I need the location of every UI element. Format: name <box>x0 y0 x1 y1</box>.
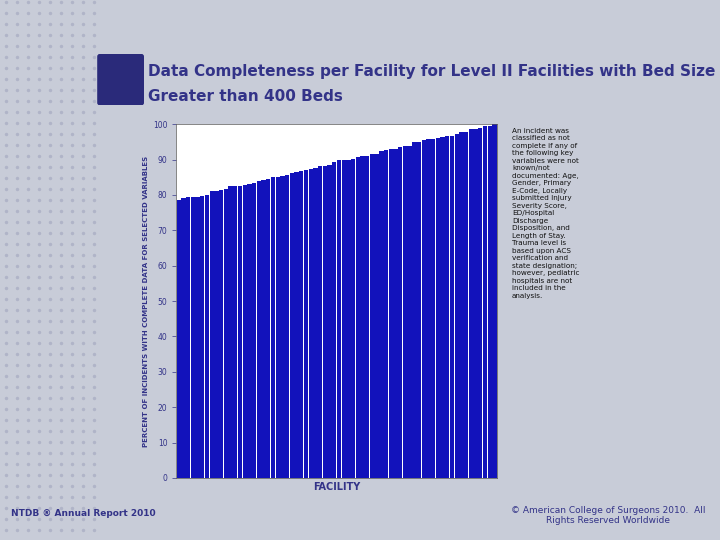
Bar <box>276 177 280 478</box>
Bar <box>422 140 426 478</box>
Bar <box>266 179 271 478</box>
Bar <box>431 139 436 478</box>
X-axis label: FACILITY: FACILITY <box>313 482 360 492</box>
Bar <box>398 147 402 478</box>
Bar <box>233 186 238 478</box>
Bar <box>252 183 256 478</box>
Bar <box>450 136 454 478</box>
Bar <box>487 126 492 478</box>
Bar <box>261 180 266 478</box>
Bar <box>243 185 247 478</box>
Bar <box>454 134 459 478</box>
Bar <box>337 160 341 478</box>
Bar <box>408 145 412 478</box>
Bar <box>271 178 275 478</box>
Bar <box>238 186 242 478</box>
Bar <box>379 151 384 478</box>
Text: NTDB ® Annual Report 2010: NTDB ® Annual Report 2010 <box>11 509 156 518</box>
Bar <box>332 161 336 478</box>
Text: An incident was
classified as not
complete if any of
the following key
variables: An incident was classified as not comple… <box>512 128 580 299</box>
Bar <box>228 186 233 478</box>
Bar <box>492 124 497 478</box>
Bar <box>393 148 397 478</box>
Bar <box>426 139 431 478</box>
Bar <box>459 132 464 478</box>
Bar <box>469 129 473 478</box>
Bar <box>294 172 299 478</box>
Bar <box>436 138 440 478</box>
Bar <box>318 166 323 478</box>
Bar <box>351 159 355 478</box>
Bar <box>464 132 468 478</box>
Bar <box>328 165 332 478</box>
Bar <box>299 171 303 478</box>
Bar <box>304 170 308 478</box>
Bar <box>323 166 327 478</box>
Bar <box>247 184 251 478</box>
Bar <box>374 154 379 478</box>
Bar <box>370 154 374 478</box>
Bar <box>483 126 487 478</box>
FancyBboxPatch shape <box>97 54 144 105</box>
Bar <box>219 190 223 478</box>
Text: Figure: Figure <box>107 72 135 82</box>
Bar <box>417 141 421 478</box>
Bar <box>191 197 195 478</box>
Bar <box>313 168 318 478</box>
Bar <box>478 128 482 478</box>
Bar <box>181 198 186 478</box>
Bar <box>289 173 294 478</box>
Bar <box>285 174 289 478</box>
Bar <box>308 168 313 478</box>
Bar <box>257 181 261 478</box>
Bar <box>365 156 369 478</box>
Text: © American College of Surgeons 2010.  All
Rights Reserved Worldwide: © American College of Surgeons 2010. All… <box>511 506 706 525</box>
Text: Greater than 400 Beds: Greater than 400 Beds <box>148 89 343 104</box>
Bar <box>176 200 181 478</box>
Bar <box>200 195 204 478</box>
Bar <box>346 160 351 478</box>
Bar <box>224 190 228 478</box>
Bar <box>474 129 478 478</box>
Bar <box>280 176 284 478</box>
Bar <box>412 142 416 478</box>
Text: 67: 67 <box>115 88 126 97</box>
Bar <box>341 160 346 478</box>
Bar <box>205 195 210 478</box>
Bar <box>186 197 190 478</box>
Y-axis label: PERCENT OF INCIDENTS WITH COMPLETE DATA FOR SELECTED VARIABLES: PERCENT OF INCIDENTS WITH COMPLETE DATA … <box>143 156 149 447</box>
Bar <box>389 148 393 478</box>
Bar <box>384 150 388 478</box>
Text: Data Completeness per Facility for Level II Facilities with Bed Size: Data Completeness per Facility for Level… <box>148 64 715 79</box>
Bar <box>210 191 214 478</box>
Bar <box>356 157 360 478</box>
Bar <box>195 197 199 478</box>
Bar <box>360 156 365 478</box>
Bar <box>402 146 407 478</box>
Bar <box>215 191 219 478</box>
Bar <box>441 137 445 478</box>
Bar <box>445 137 449 478</box>
